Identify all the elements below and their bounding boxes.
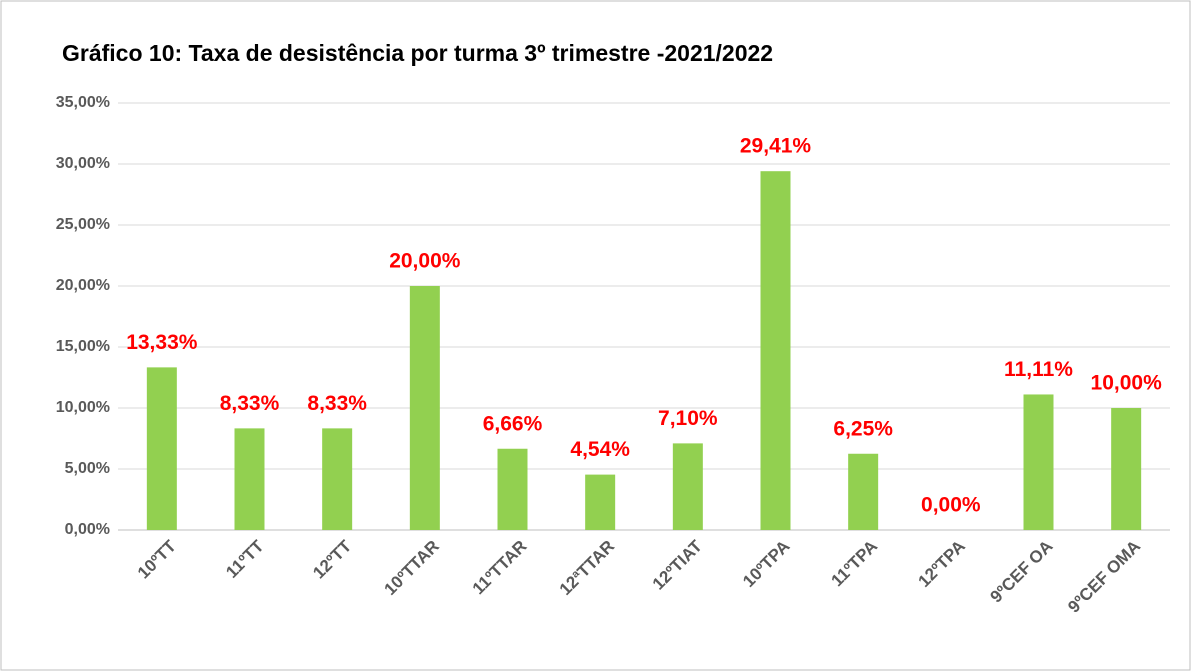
bar	[848, 453, 879, 530]
data-label: 6,25%	[833, 417, 893, 440]
y-tick-label: 30,00%	[56, 155, 110, 172]
data-label: 29,41%	[740, 135, 812, 158]
bar	[585, 474, 616, 530]
bar	[409, 286, 440, 530]
y-tick-label: 20,00%	[56, 277, 110, 294]
chart-title: Gráfico 10: Taxa de desistência por turm…	[62, 40, 773, 66]
bar	[497, 448, 528, 530]
data-label: 10,00%	[1091, 372, 1163, 395]
y-tick-label: 15,00%	[56, 338, 110, 355]
y-tick-label: 10,00%	[56, 399, 110, 416]
bar	[146, 367, 177, 530]
bar	[1111, 408, 1142, 530]
bar	[672, 443, 703, 530]
y-tick-label: 5,00%	[65, 460, 110, 477]
data-label: 8,33%	[307, 392, 367, 415]
bar	[1023, 394, 1054, 530]
data-label: 6,66%	[483, 412, 543, 435]
data-label: 20,00%	[389, 250, 461, 273]
bar	[322, 428, 353, 530]
data-label: 4,54%	[570, 438, 630, 461]
y-tick-label: 25,00%	[56, 216, 110, 233]
data-label: 7,10%	[658, 407, 718, 430]
data-label: 0,00%	[921, 494, 981, 517]
y-tick-label: 35,00%	[56, 94, 110, 111]
bar	[234, 428, 265, 530]
y-tick-label: 0,00%	[65, 521, 110, 538]
data-label: 8,33%	[220, 392, 280, 415]
bar	[760, 171, 791, 530]
data-label: 11,11%	[1004, 358, 1073, 381]
data-label: 13,33%	[126, 331, 198, 354]
